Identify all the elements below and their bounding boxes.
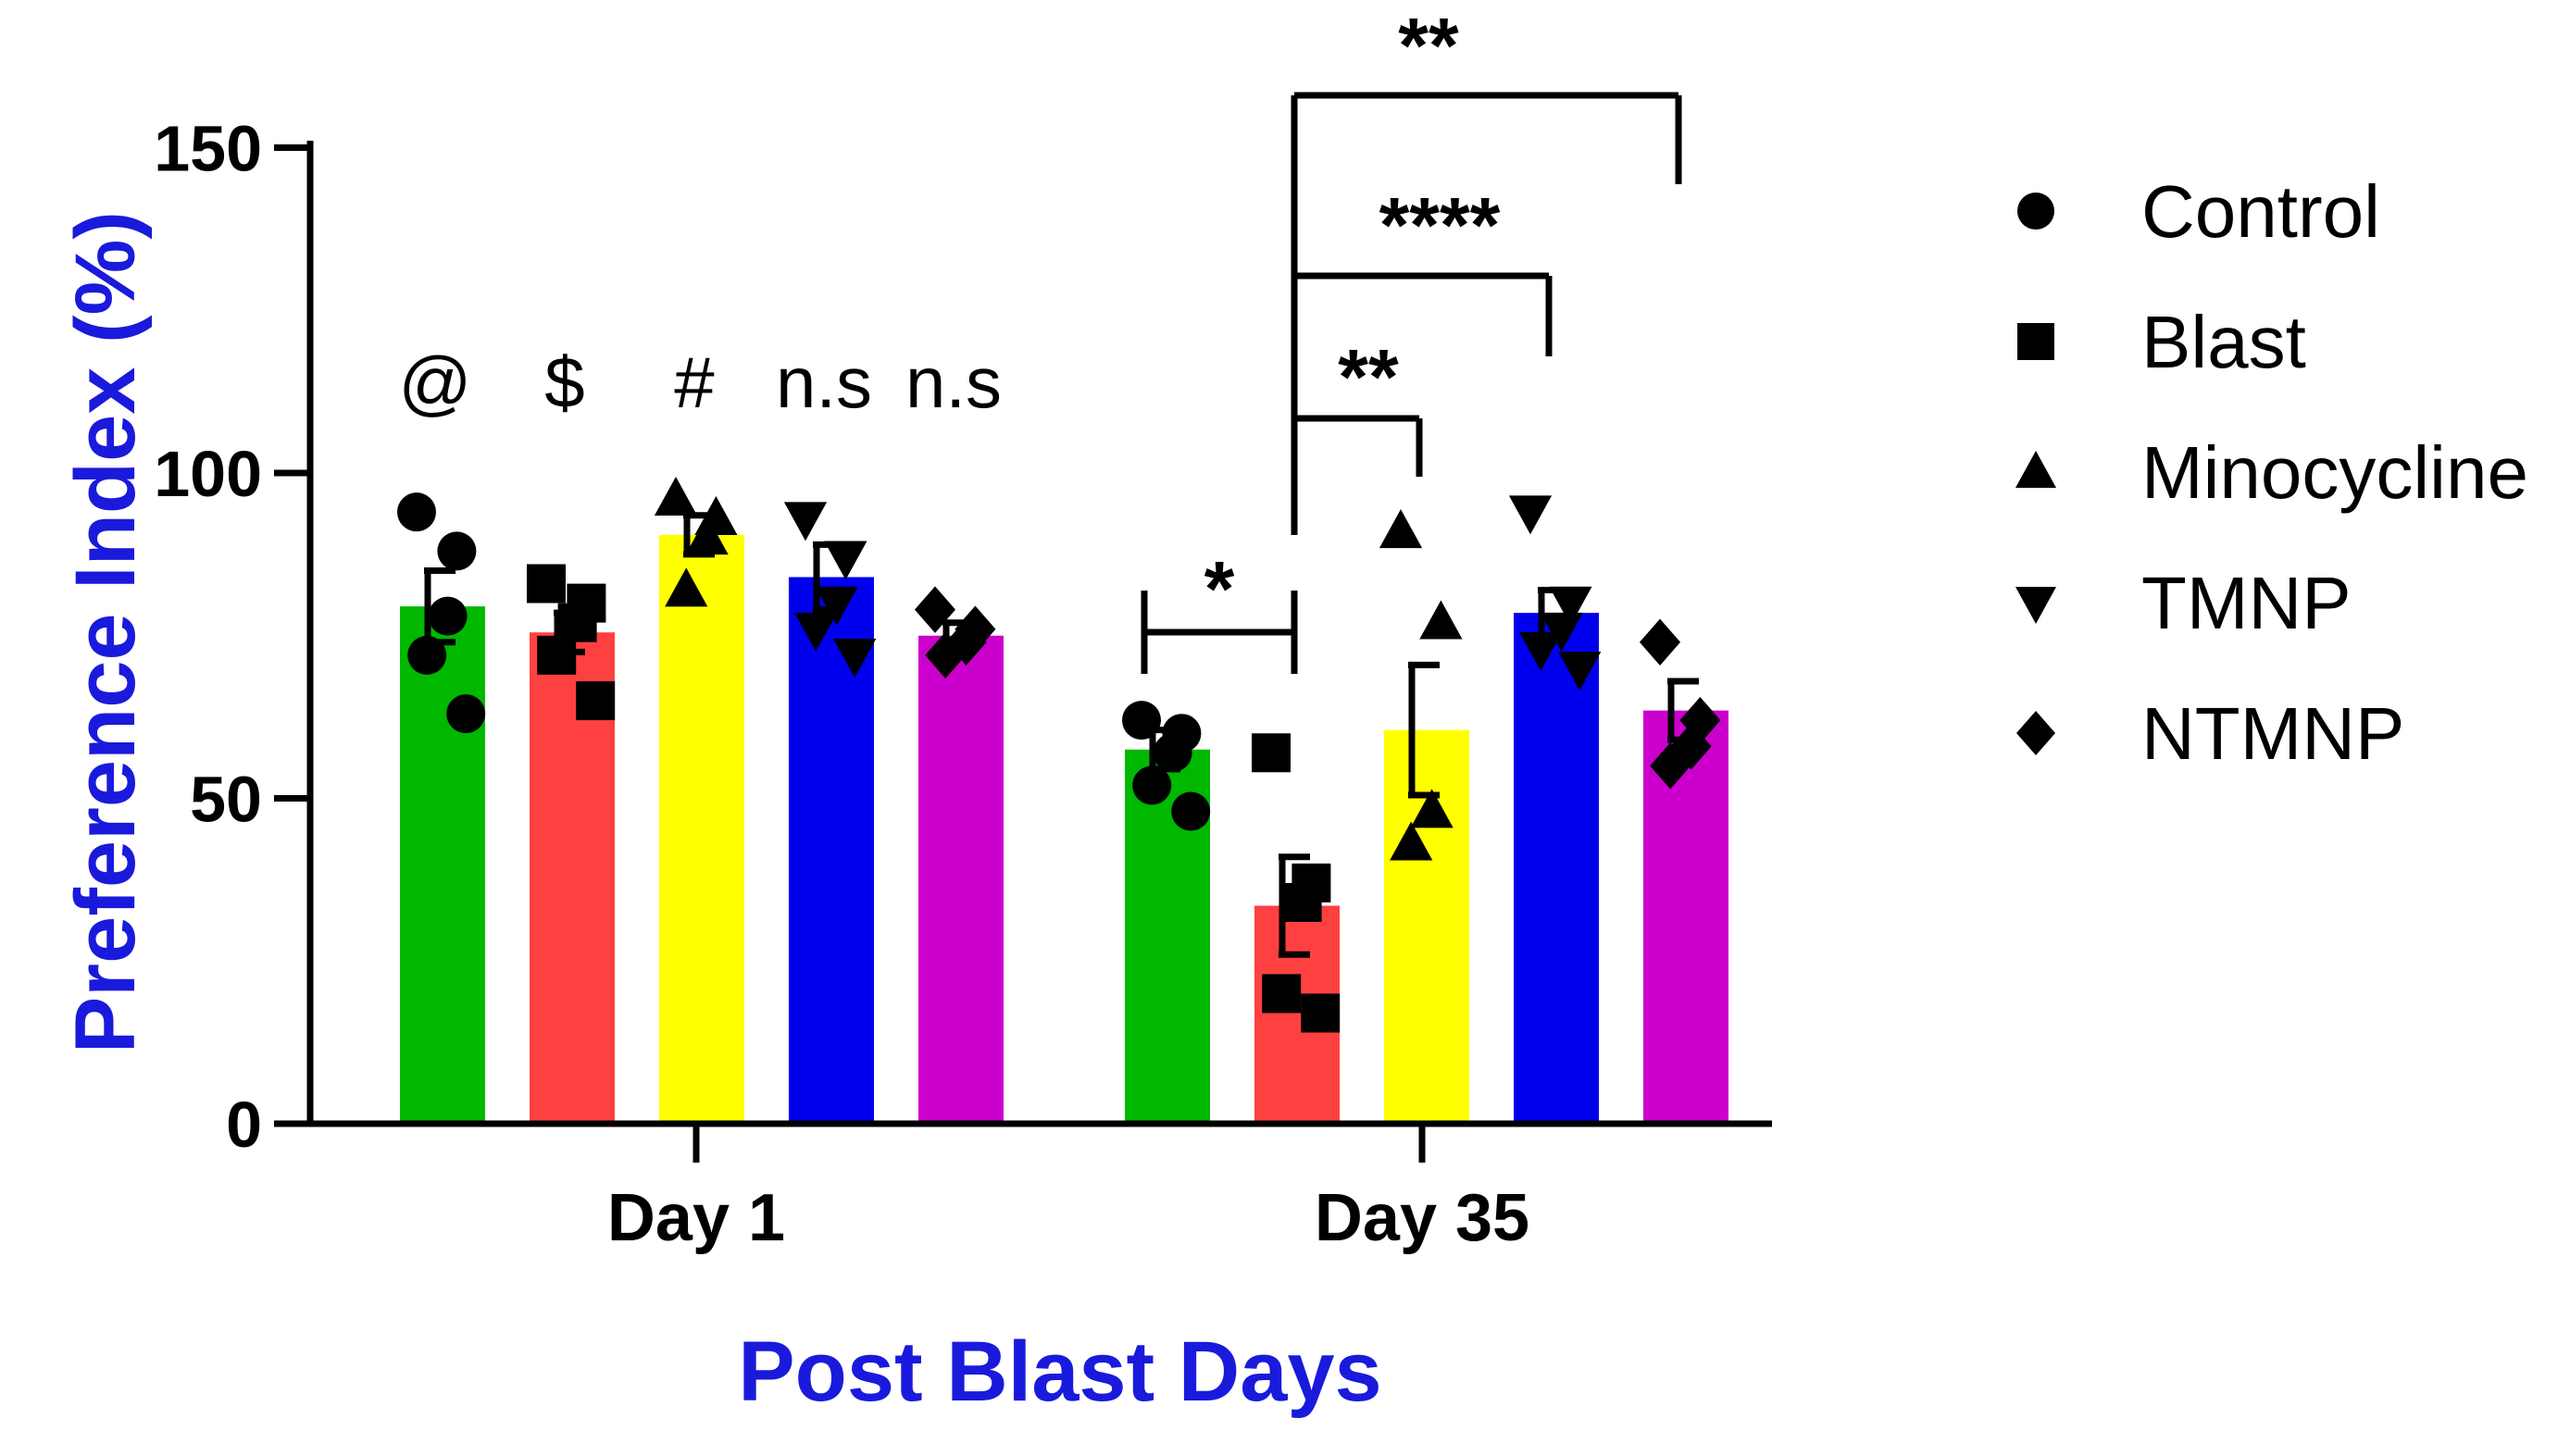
- data-point: [794, 612, 838, 652]
- data-point: [1519, 631, 1563, 671]
- y-tick-label: 50: [190, 764, 262, 836]
- significance-brackets: *********: [1141, 2, 1682, 674]
- legend-marker: [2016, 711, 2055, 755]
- bar: [1643, 710, 1728, 1124]
- data-point: [576, 681, 616, 721]
- data-point: [1410, 789, 1454, 828]
- y-tick-label: 100: [154, 438, 262, 510]
- data-point: [1419, 600, 1463, 640]
- data-point: [1153, 733, 1192, 773]
- y-tick-label: 150: [154, 113, 262, 185]
- annotation: @: [398, 342, 471, 423]
- data-point: [527, 564, 566, 604]
- data-points: [397, 476, 1721, 1033]
- day1-annotations: @ $ # n.s n.s: [398, 342, 1002, 423]
- legend-marker: [2017, 323, 2054, 360]
- legend-marker: [2015, 587, 2056, 624]
- legend-label: NTMNP: [2141, 692, 2404, 775]
- data-point: [815, 586, 858, 626]
- data-point: [914, 586, 956, 633]
- x-category-label: Day 1: [607, 1181, 785, 1255]
- data-point: [685, 516, 729, 555]
- bar: [1514, 613, 1599, 1124]
- data-point: [1540, 612, 1583, 652]
- sig-label: **: [1398, 2, 1459, 89]
- data-point: [1379, 509, 1423, 549]
- data-point: [824, 541, 867, 580]
- y-ticks: 0 50 100 150: [154, 113, 310, 1161]
- x-axis-title: Post Blast Days: [738, 1325, 1381, 1419]
- sig-label: *: [1204, 545, 1235, 632]
- bar: [400, 606, 485, 1124]
- data-point: [1390, 821, 1433, 861]
- legend-label: Minocycline: [2141, 431, 2528, 514]
- data-point: [1549, 586, 1592, 626]
- bar: [918, 635, 1004, 1124]
- data-point: [1171, 791, 1211, 831]
- bars: [400, 534, 1728, 1124]
- legend: Control Blast Minocycline TMNP NTMNP: [2015, 170, 2528, 775]
- data-point: [1282, 882, 1322, 922]
- data-point: [437, 531, 477, 571]
- data-point: [1508, 495, 1553, 535]
- annotation: n.s: [905, 342, 1002, 423]
- data-point: [955, 605, 996, 653]
- annotation: $: [544, 342, 584, 423]
- legend-marker: [2015, 451, 2056, 488]
- data-point: [446, 694, 486, 734]
- data-point: [1122, 701, 1161, 740]
- legend-label: TMNP: [2141, 562, 2352, 644]
- data-point: [407, 635, 447, 675]
- data-point: [1262, 974, 1302, 1014]
- x-category-label: Day 35: [1315, 1181, 1529, 1255]
- data-point: [654, 476, 698, 516]
- data-point: [1558, 652, 1602, 691]
- sig-label: ****: [1379, 181, 1501, 268]
- bar: [659, 534, 744, 1124]
- annotation: #: [674, 342, 714, 423]
- data-point: [1650, 742, 1691, 790]
- data-point: [925, 631, 967, 679]
- data-point: [1639, 618, 1681, 666]
- data-point: [557, 603, 597, 642]
- sig-label: **: [1338, 333, 1399, 420]
- data-point: [783, 502, 828, 541]
- annotation: n.s: [776, 342, 872, 423]
- bar: [1384, 729, 1469, 1124]
- legend-label: Control: [2141, 170, 2380, 253]
- y-tick-label: 0: [226, 1089, 262, 1161]
- legend-label: Blast: [2141, 301, 2306, 383]
- legend-marker: [2017, 193, 2054, 230]
- data-point: [428, 596, 468, 636]
- data-point: [945, 618, 987, 666]
- y-axis-title: Preference Index (%): [58, 211, 153, 1053]
- data-point: [537, 635, 577, 675]
- data-point: [397, 492, 436, 532]
- x-categories: Day 1 Day 35: [607, 1124, 1529, 1255]
- data-point: [1301, 993, 1341, 1033]
- data-point: [833, 638, 877, 678]
- data-point: [1132, 765, 1172, 805]
- error-bars: [424, 512, 1699, 958]
- axes: [306, 141, 1772, 1127]
- data-point: [665, 567, 708, 607]
- data-point: [1252, 733, 1291, 773]
